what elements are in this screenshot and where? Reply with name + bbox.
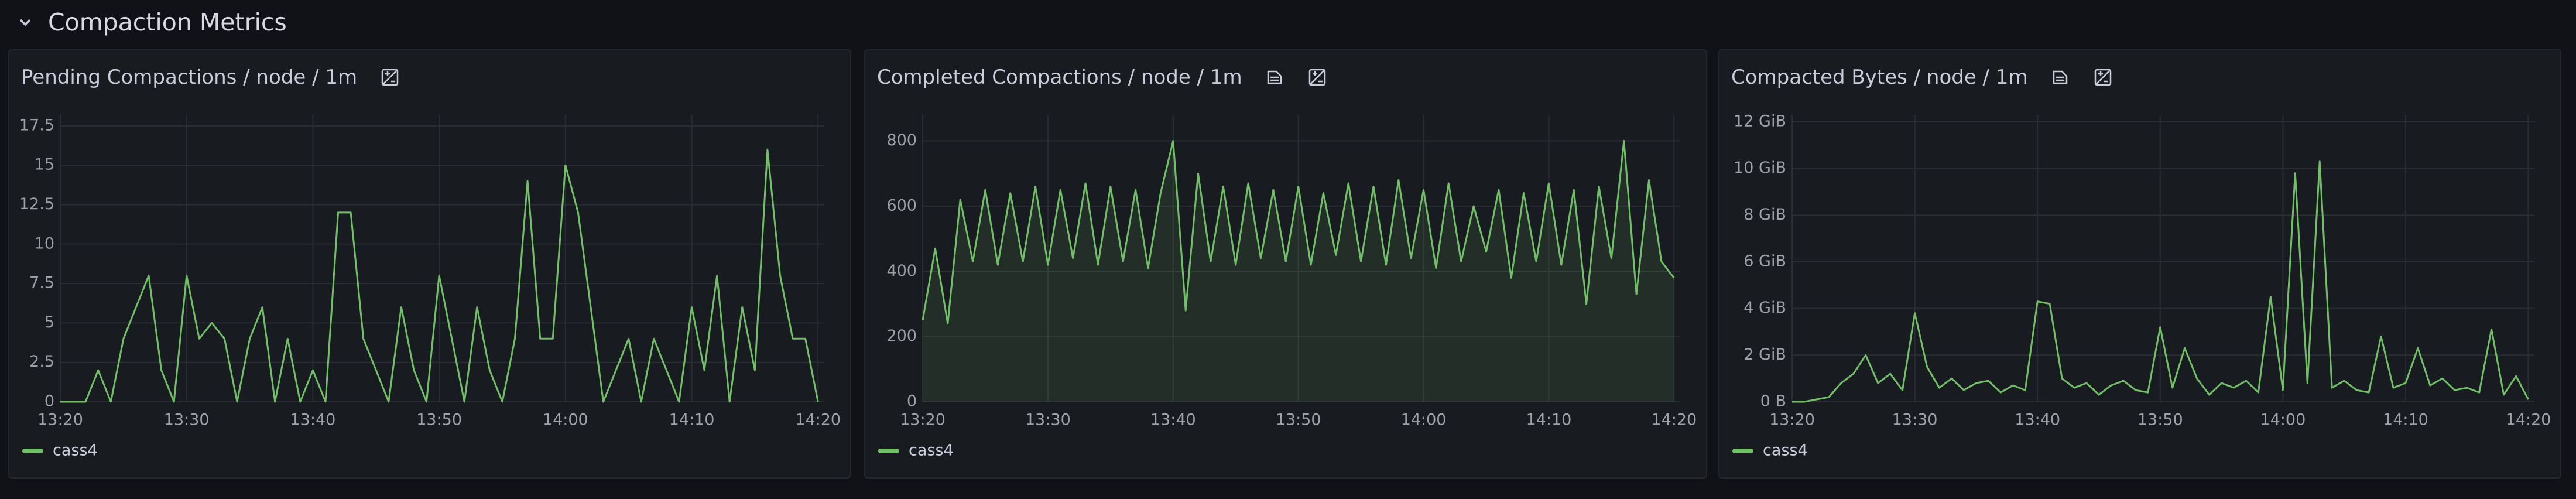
x-tick-label: 14:20: [2506, 411, 2551, 429]
row-header[interactable]: Compaction Metrics: [18, 5, 287, 40]
panel: Pending Compactions / node / 1m 0 2.5 5 7.5…: [8, 49, 851, 479]
x-tick-label: 13:30: [1892, 411, 1938, 429]
description-icon[interactable]: [2051, 68, 2070, 87]
y-tick-label: 8 GiB: [1743, 206, 1786, 224]
chart: 0 B 2 GiB 4 GiB 6 GiB 8 GiB 10 GiB 12 GiB 13:20…: [1732, 112, 2551, 460]
chart: 0 2.5 5 7.5 10 12.5 15 17.5 13:20 13:30 13:40 13:50…: [19, 115, 841, 460]
y-tick-label: 600: [886, 196, 917, 214]
y-tick-label: 12 GiB: [1734, 112, 1786, 130]
legend-label[interactable]: cass4: [53, 442, 98, 460]
x-tick-label: 13:20: [37, 411, 83, 429]
y-tick-label: 0: [44, 392, 54, 411]
y-tick-label: 0 B: [1760, 392, 1786, 411]
panel-title[interactable]: Completed Compactions / node / 1m: [877, 66, 1242, 89]
y-tick-label: 15: [35, 156, 54, 174]
y-tick-label: 800: [886, 131, 917, 149]
y-tick-label: 200: [886, 327, 917, 345]
y-tick-label: 5: [44, 313, 54, 331]
row-title: Compaction Metrics: [48, 8, 287, 36]
y-tick-label: 400: [886, 262, 917, 280]
series-line: [1792, 160, 2529, 403]
x-tick-label: 13:30: [164, 411, 210, 429]
chart: 0 200 400 600 800 13:20 13:30 13:40 13:50 14:00 14…: [878, 115, 1697, 460]
x-tick-label: 14:00: [543, 411, 588, 429]
y-tick-label: 6 GiB: [1743, 252, 1786, 270]
x-tick-label: 14:10: [1526, 411, 1572, 429]
x-tick-label: 13:40: [2015, 411, 2060, 429]
x-tick-label: 13:20: [1769, 411, 1815, 429]
x-tick-label: 13:40: [1150, 411, 1196, 429]
y-tick-label: 2.5: [29, 353, 54, 371]
panel: Compacted Bytes / node / 1m 0 B 2 GiB 4 Gi…: [1718, 49, 2561, 479]
y-tick-label: 10 GiB: [1734, 159, 1786, 177]
time-shift-icon[interactable]: [2094, 68, 2112, 87]
panel-title[interactable]: Compacted Bytes / node / 1m: [1731, 66, 2028, 89]
y-tick-label: 10: [35, 234, 54, 252]
panel-title[interactable]: Pending Compactions / node / 1m: [21, 66, 358, 89]
area-fill: [923, 141, 1674, 402]
x-tick-label: 14:20: [1651, 411, 1697, 429]
x-tick-label: 14:10: [2383, 411, 2428, 429]
time-shift-icon[interactable]: [1308, 68, 1327, 87]
y-tick-label: 0: [907, 392, 917, 411]
y-tick-label: 12.5: [19, 195, 54, 213]
x-tick-label: 13:20: [900, 411, 946, 429]
x-tick-label: 13:50: [1276, 411, 1321, 429]
x-tick-label: 14:00: [2260, 411, 2306, 429]
panel-header: Compacted Bytes / node / 1m: [1731, 59, 2112, 96]
x-tick-label: 13:40: [290, 411, 335, 429]
y-tick-label: 4 GiB: [1743, 299, 1786, 317]
panel-header: Completed Compactions / node / 1m: [877, 59, 1327, 96]
time-shift-icon[interactable]: [381, 68, 399, 87]
legend-label[interactable]: cass4: [1763, 442, 1808, 460]
x-tick-label: 14:00: [1401, 411, 1447, 429]
description-icon[interactable]: [1266, 68, 1284, 87]
x-tick-label: 13:30: [1025, 411, 1071, 429]
x-tick-label: 14:10: [669, 411, 715, 429]
x-tick-label: 13:50: [2137, 411, 2183, 429]
legend-label[interactable]: cass4: [909, 442, 954, 460]
x-tick-label: 13:50: [416, 411, 462, 429]
series-line: [60, 148, 819, 403]
y-tick-label: 17.5: [19, 116, 54, 134]
x-tick-label: 14:20: [795, 411, 841, 429]
panel-header: Pending Compactions / node / 1m: [21, 59, 399, 96]
y-tick-label: 7.5: [29, 274, 54, 292]
y-tick-label: 2 GiB: [1743, 346, 1786, 364]
panel: Completed Compactions / node / 1m 0 200 40…: [864, 49, 1707, 479]
series-line: [922, 140, 1675, 324]
collapse-chevron[interactable]: [18, 15, 33, 30]
